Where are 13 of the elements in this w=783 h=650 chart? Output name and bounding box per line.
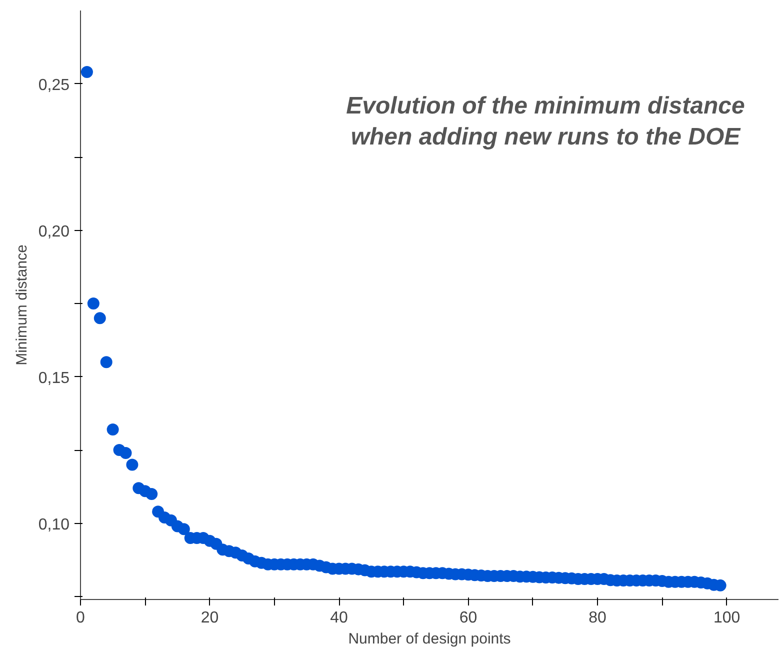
x-tick-label: 40 — [330, 610, 348, 626]
x-tick-label: 80 — [588, 610, 607, 626]
y-axis-title: Minimum distance — [13, 244, 30, 366]
x-tick-label: 20 — [200, 610, 219, 626]
y-tick-label: 0,20 — [38, 223, 70, 240]
y-tick-label: 0,25 — [38, 76, 70, 94]
x-tick-label: 60 — [459, 610, 478, 626]
y-tick-label: 0,10 — [38, 516, 70, 534]
x-tick-label: 100 — [713, 610, 740, 626]
text: Evolution of the minimum distance when adding new runs to the DOE — [346, 92, 745, 150]
y-tick-label: 0,15 — [38, 370, 70, 387]
x-tick-label: 0 — [76, 610, 86, 626]
x-axis-title: Number of design points — [348, 630, 511, 648]
